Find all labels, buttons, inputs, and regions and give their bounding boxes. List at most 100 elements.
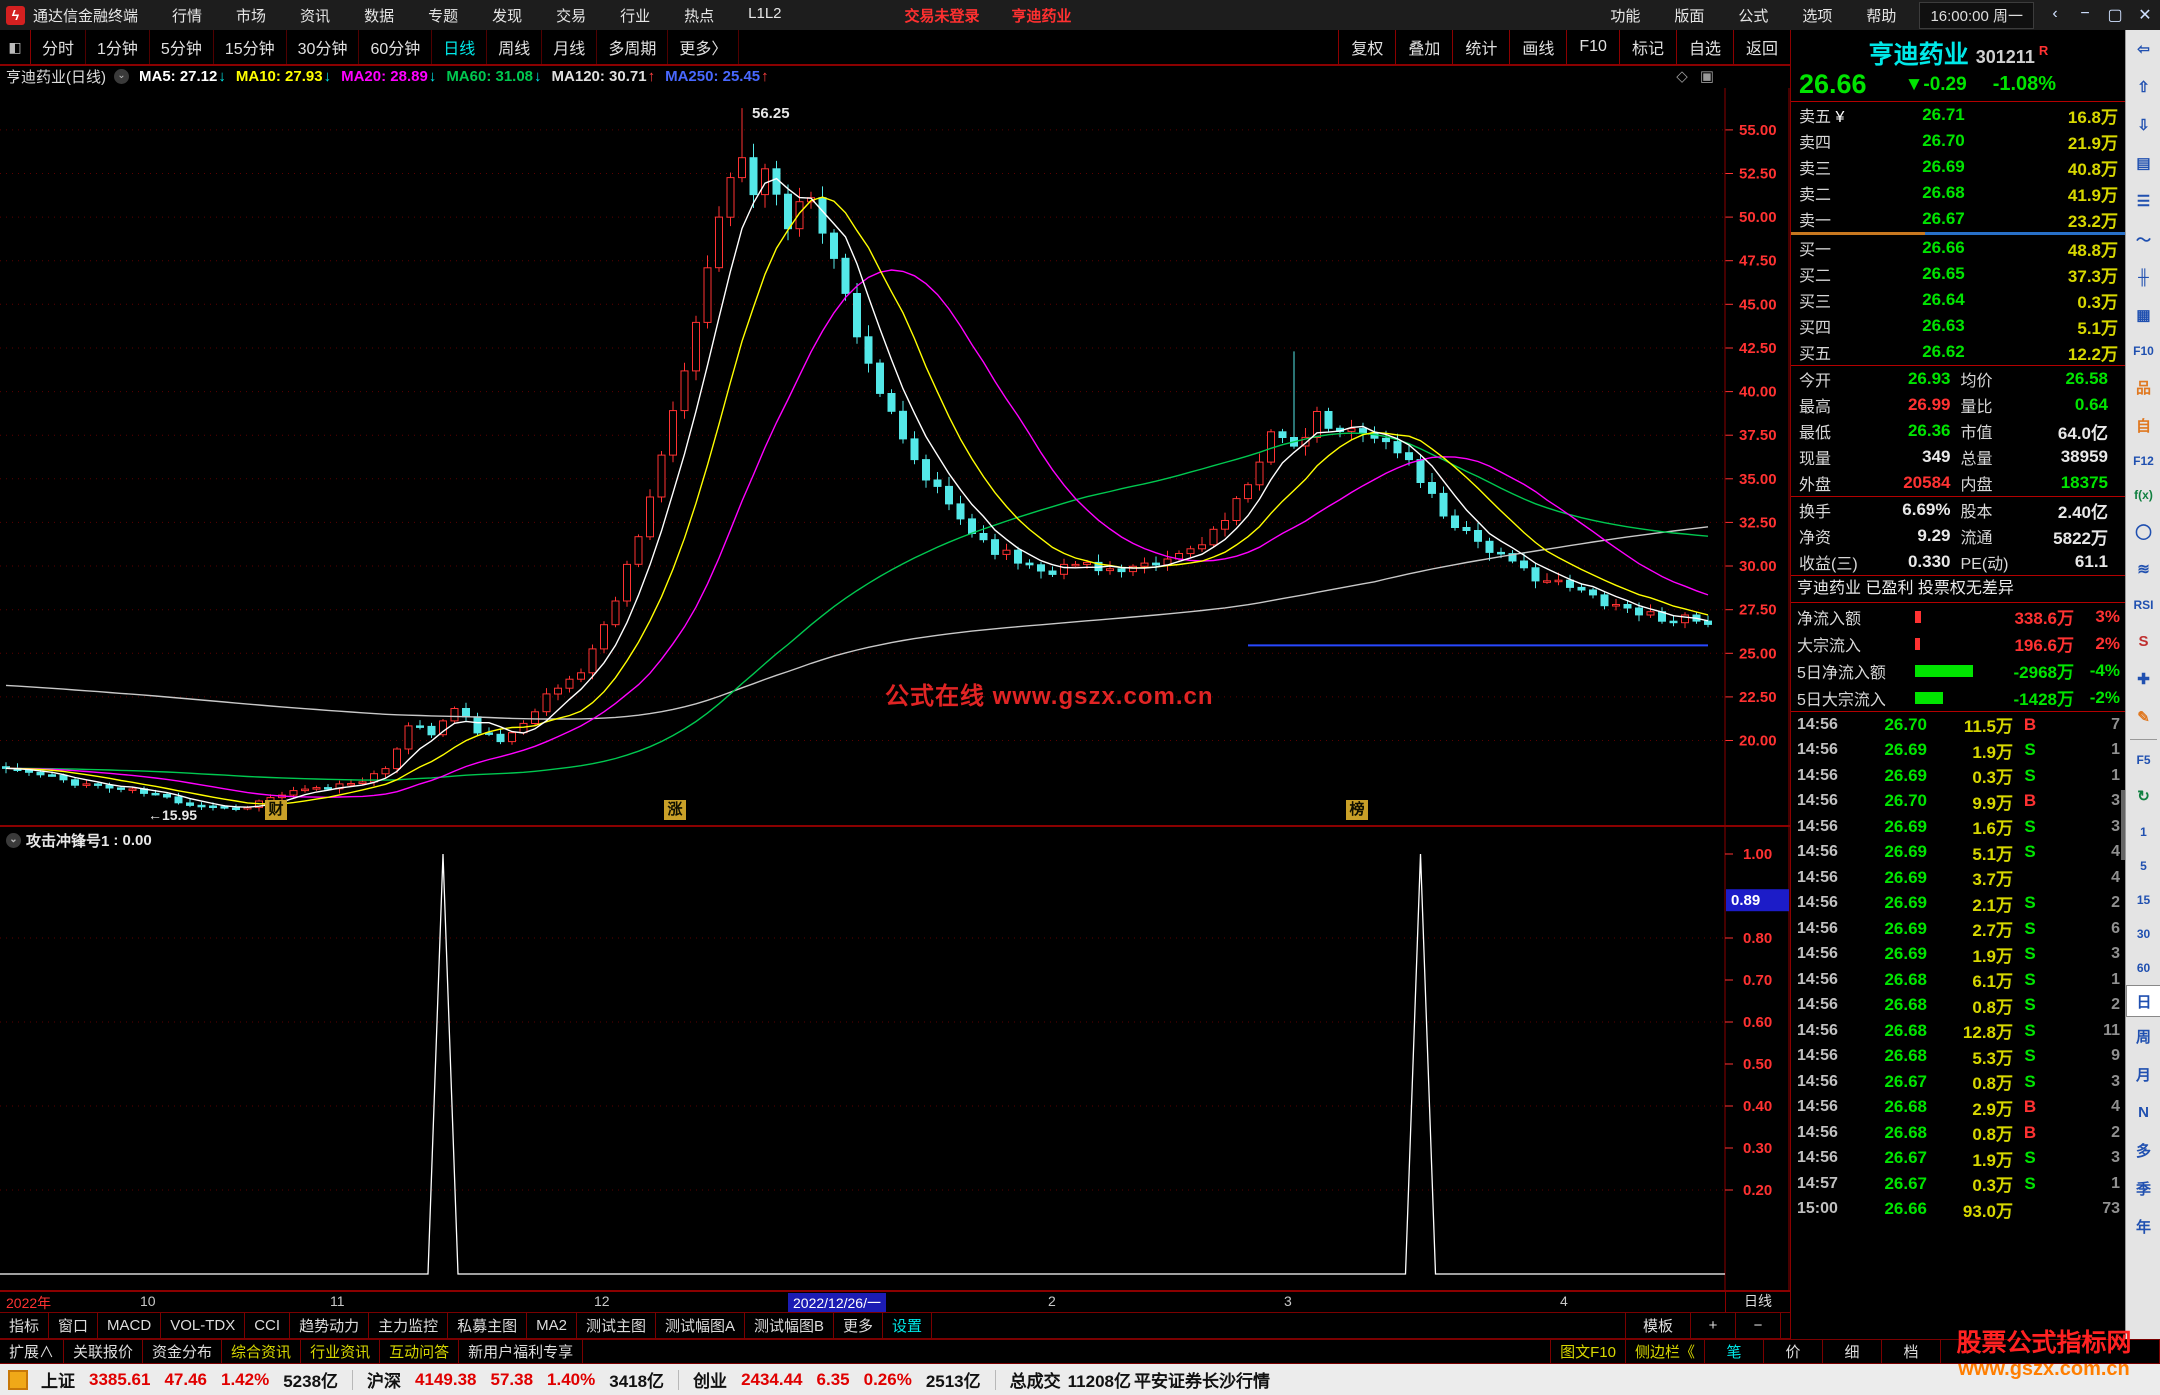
- menu-L1L2[interactable]: L1L2: [748, 4, 782, 22]
- money-icon[interactable]: ¥: [1831, 109, 1845, 126]
- period-15分钟[interactable]: 15分钟: [214, 30, 287, 64]
- period-60min[interactable]: 60: [2136, 961, 2151, 975]
- tab-图文F10[interactable]: 图文F10: [1550, 1339, 1626, 1364]
- tick-row[interactable]: 14:56 26.70 9.9万 B 3: [1791, 789, 2126, 815]
- index-label-创业[interactable]: 创业: [693, 1372, 728, 1391]
- period-1分钟[interactable]: 1分钟: [86, 30, 150, 64]
- tab-设置[interactable]: 设置: [882, 1312, 933, 1339]
- tab-综合资讯[interactable]: 综合资讯: [221, 1339, 302, 1364]
- menu-热点[interactable]: 热点: [684, 7, 715, 25]
- alert-交易未登录[interactable]: 交易未登录: [904, 7, 980, 25]
- menu-数据[interactable]: 数据: [364, 7, 395, 25]
- hot-badge-涨[interactable]: 涨: [664, 800, 686, 820]
- period-30分钟[interactable]: 30分钟: [287, 30, 360, 64]
- tab-测试幅图B[interactable]: 测试幅图B: [743, 1312, 834, 1339]
- tab-plus[interactable]: +: [1690, 1312, 1736, 1339]
- header-diamond-icon[interactable]: ◇: [1676, 68, 1688, 85]
- alert-亨迪药业[interactable]: 亨迪药业: [1011, 7, 1072, 25]
- report-list-icon[interactable]: ▤: [2136, 155, 2151, 172]
- tick-row[interactable]: 14:56 26.69 1.9万 S 1: [1791, 738, 2126, 764]
- trend-chart-icon[interactable]: ～: [2135, 231, 2151, 249]
- pencil-icon[interactable]: ✎: [2137, 709, 2150, 726]
- kline-chart[interactable]: 55.00 52.50 50.00 47.50 45.00 42.50 40.00 37.50…: [0, 88, 1790, 1292]
- menu-资讯[interactable]: 资讯: [300, 7, 331, 25]
- tick-row[interactable]: 14:56 26.69 5.1万 S 4: [1791, 840, 2126, 866]
- period-多周期[interactable]: 多周期: [597, 30, 669, 64]
- tab-行业资讯[interactable]: 行业资讯: [300, 1339, 381, 1364]
- indicator-label[interactable]: ⌄ 攻击冲锋号1 : 0.00: [6, 830, 152, 851]
- tick-row[interactable]: 14:56 26.68 0.8万 S 2: [1791, 993, 2126, 1019]
- minimize-button[interactable]: −: [2080, 5, 2090, 22]
- header-window-icon[interactable]: ▣: [1699, 68, 1714, 85]
- close-button[interactable]: ✕: [2138, 7, 2152, 24]
- period-n[interactable]: N: [2138, 1103, 2149, 1121]
- expand-circle-icon[interactable]: ⌄: [114, 68, 129, 84]
- menu-行业[interactable]: 行业: [620, 7, 651, 25]
- multi-panel-icon[interactable]: ▦: [2136, 307, 2151, 324]
- tick-row[interactable]: 14:56 26.67 1.9万 S 3: [1791, 1146, 2126, 1172]
- tick-row[interactable]: 14:56 26.69 2.7万 S 6: [1791, 916, 2126, 942]
- period-multi[interactable]: 多: [2135, 1142, 2151, 1160]
- tab-测试幅图A[interactable]: 测试幅图A: [654, 1312, 745, 1339]
- tick-row[interactable]: 14:56 26.68 2.9万 B 4: [1791, 1095, 2126, 1121]
- period-1min[interactable]: 1: [2140, 825, 2147, 839]
- period-5min[interactable]: 5: [2140, 859, 2147, 873]
- toolbtn-F10[interactable]: F10: [1566, 30, 1619, 64]
- tab-模板[interactable]: 模板: [1625, 1312, 1691, 1339]
- tick-row[interactable]: 15:00 26.66 93.0万 73: [1791, 1197, 2126, 1223]
- menu-市场[interactable]: 市场: [236, 7, 267, 25]
- f5-icon[interactable]: F5: [2136, 753, 2151, 767]
- period-更多〉[interactable]: 更多〉: [668, 30, 740, 64]
- tick-row[interactable]: 14:56 26.67 0.8万 S 3: [1791, 1069, 2126, 1095]
- quote-list-icon[interactable]: ☰: [2136, 193, 2151, 210]
- ring-icon[interactable]: ◯: [2135, 523, 2152, 540]
- menu-交易[interactable]: 交易: [556, 7, 587, 25]
- tab-指标[interactable]: 指标: [0, 1312, 50, 1339]
- period-quarter[interactable]: 季: [2135, 1180, 2151, 1198]
- tab-MACD[interactable]: MACD: [97, 1312, 162, 1339]
- tab-新用户福利专享[interactable]: 新用户福利专享: [458, 1339, 584, 1364]
- rsi-icon[interactable]: RSI: [2133, 598, 2154, 612]
- page-down-icon[interactable]: ⇩: [2137, 117, 2150, 134]
- tab-主力监控[interactable]: 主力监控: [368, 1312, 449, 1339]
- period-month[interactable]: 月: [2135, 1066, 2151, 1084]
- tab-笔[interactable]: 笔: [1704, 1339, 1764, 1364]
- tab-MA2[interactable]: MA2: [526, 1312, 577, 1339]
- index-label-上证[interactable]: 上证: [41, 1372, 75, 1391]
- hot-badge-榜[interactable]: 榜: [1346, 800, 1368, 820]
- tab-测试主图[interactable]: 测试主图: [575, 1312, 656, 1339]
- multi-line-icon[interactable]: ≋: [2137, 561, 2150, 578]
- toolbtn-标记[interactable]: 标记: [1618, 30, 1676, 64]
- tab-CCI[interactable]: CCI: [244, 1312, 291, 1339]
- toolbtn-复权[interactable]: 复权: [1338, 30, 1395, 64]
- menu-专题[interactable]: 专题: [428, 7, 459, 25]
- kline-chart-icon[interactable]: ╫: [2138, 268, 2149, 286]
- menu-版面[interactable]: 版面: [1674, 7, 1705, 25]
- toolbtn-统计[interactable]: 统计: [1452, 30, 1509, 64]
- menu-公式[interactable]: 公式: [1738, 7, 1769, 25]
- tick-row[interactable]: 14:56 26.68 12.8万 S 11: [1791, 1018, 2126, 1044]
- menu-选项[interactable]: 选项: [1802, 7, 1833, 25]
- tick-row[interactable]: 14:56 26.70 11.5万 B 7: [1791, 712, 2126, 738]
- period-15min[interactable]: 15: [2136, 893, 2151, 907]
- back-icon[interactable]: ⇦: [2137, 41, 2150, 58]
- tab-VOL-TDX[interactable]: VOL-TDX: [160, 1312, 246, 1339]
- menu-功能[interactable]: 功能: [1610, 7, 1641, 25]
- period-60分钟[interactable]: 60分钟: [359, 30, 433, 64]
- menu-行情[interactable]: 行情: [172, 7, 203, 25]
- tick-row[interactable]: 14:56 26.68 5.3万 S 9: [1791, 1044, 2126, 1070]
- toolbtn-叠加[interactable]: 叠加: [1395, 30, 1452, 64]
- period-日线[interactable]: 日线: [432, 30, 488, 64]
- period-30min[interactable]: 30: [2136, 927, 2151, 941]
- period-分时[interactable]: 分时: [31, 30, 87, 64]
- hot-badge-财[interactable]: 财: [265, 800, 287, 820]
- period-week[interactable]: 周: [2135, 1028, 2151, 1046]
- move-icon[interactable]: ✚: [2137, 671, 2150, 688]
- period-5分钟[interactable]: 5分钟: [150, 30, 214, 64]
- f10-icon[interactable]: F10: [2133, 344, 2154, 358]
- self-select-icon[interactable]: 自: [2135, 417, 2151, 435]
- tab-窗口[interactable]: 窗口: [48, 1312, 99, 1339]
- period-周线[interactable]: 周线: [487, 30, 543, 64]
- page-up-icon[interactable]: ⇧: [2137, 79, 2150, 96]
- refresh-icon[interactable]: ↻: [2137, 788, 2150, 805]
